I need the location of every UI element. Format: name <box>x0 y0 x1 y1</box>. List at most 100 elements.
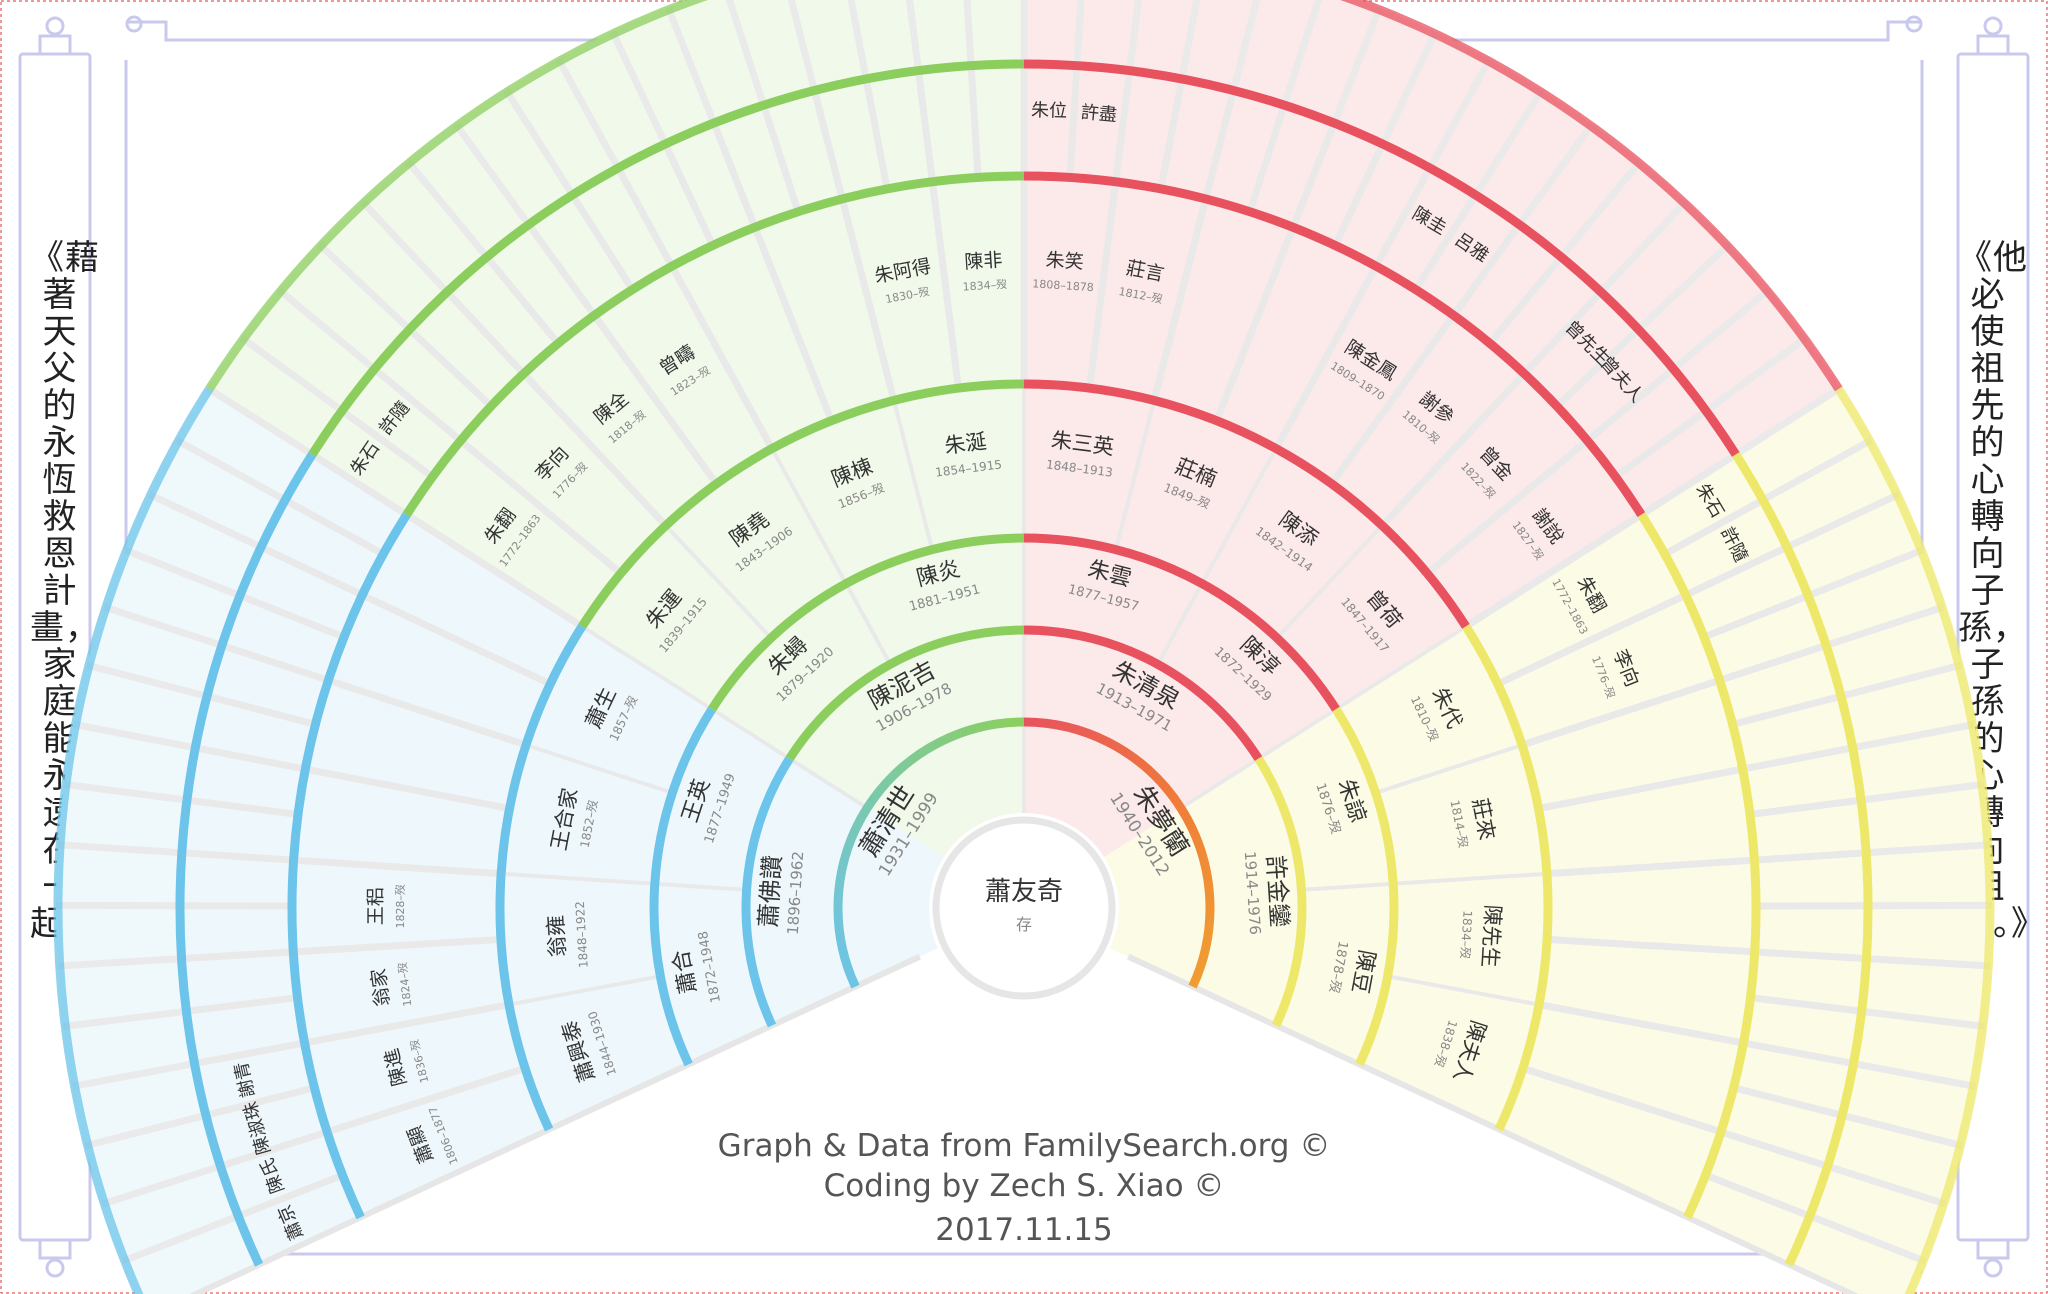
slot-divider <box>257 543 362 598</box>
ancestor-years: 1828–歿 <box>393 884 407 929</box>
slot-divider <box>217 1129 327 1171</box>
ancestor-slot[interactable]: 王稆 1828–歿 <box>365 884 407 929</box>
slot-divider <box>443 288 525 375</box>
slot-divider <box>1465 510 1645 629</box>
slot-divider <box>1086 179 1120 387</box>
lineage-arc <box>1023 379 1470 629</box>
slot-divider <box>1380 30 1439 144</box>
ancestor-name: 朱笑 <box>1045 249 1084 273</box>
ancestor-years: 1896–1962 <box>784 851 807 936</box>
slot-divider <box>1751 796 1864 818</box>
slot-divider <box>338 406 433 479</box>
slot-divider <box>1734 1084 1845 1120</box>
lineage-arc <box>1340 0 1843 392</box>
ancestor-name: 翁家 <box>368 967 394 1007</box>
slot-divider <box>1842 661 1962 700</box>
ancestor-name: 蕭佛讚 <box>754 855 787 929</box>
fan-edge <box>1126 953 1859 1294</box>
ancestor-slot[interactable]: 朱笑 1808–1878 <box>1032 248 1096 294</box>
fan-edge <box>189 953 922 1294</box>
slot-divider <box>235 1172 342 1221</box>
ancestor-name: 王稆 <box>365 887 387 925</box>
slot-divider <box>1721 1129 1831 1171</box>
slot-divider <box>358 591 550 687</box>
slot-divider <box>1413 191 1480 290</box>
slot-divider <box>123 546 240 599</box>
ancestor-slot[interactable]: 翁家 1824–歿 <box>367 961 415 1010</box>
ancestor-slot[interactable]: 許盡 <box>1080 102 1118 126</box>
ancestor-slot[interactable]: 朱位 <box>1031 100 1068 122</box>
ancestor-years: 1834–歿 <box>962 277 1007 294</box>
slot-divider <box>1376 742 1525 795</box>
slot-divider <box>184 796 297 818</box>
slot-divider <box>1672 287 1772 371</box>
slot-divider <box>1498 591 1690 687</box>
slot-divider <box>1073 0 1085 64</box>
slot-divider <box>664 6 717 123</box>
ancestor-years: 1808–1878 <box>1032 277 1094 294</box>
slot-divider <box>1214 224 1298 421</box>
root-name: 蕭友奇 <box>985 877 1063 907</box>
lineage-arc <box>741 756 794 1028</box>
slot-divider <box>1332 140 1387 246</box>
slot-divider <box>524 220 597 316</box>
lineage-arc <box>53 386 214 1294</box>
slot-divider <box>862 76 891 188</box>
slot-divider <box>179 849 292 864</box>
slot-divider <box>456 436 622 575</box>
slot-divider <box>1720 641 1830 683</box>
lineage-arc <box>1023 625 1263 762</box>
slot-divider <box>57 841 181 857</box>
slot-divider <box>555 57 621 168</box>
slot-divider <box>1735 384 1843 457</box>
slot-divider <box>579 623 712 710</box>
slot-divider <box>847 0 870 78</box>
slot-divider <box>905 0 922 70</box>
ancestor-slot[interactable]: 翁雍 1848–1922 <box>543 901 591 971</box>
slot-divider <box>147 490 261 550</box>
slot-divider <box>1853 720 1976 751</box>
slot-divider <box>403 510 583 629</box>
slot-divider <box>652 881 745 892</box>
slot-divider <box>1303 881 1396 892</box>
slot-divider <box>1329 311 1458 485</box>
slot-divider <box>1381 369 1529 527</box>
slot-divider <box>498 871 653 886</box>
slot-divider <box>57 955 180 970</box>
slot-divider <box>316 241 411 331</box>
slot-divider <box>1828 1163 1947 1208</box>
ancestor-name: 翁雍 <box>544 914 570 957</box>
slot-divider <box>1126 0 1143 70</box>
slot-divider <box>614 164 675 267</box>
root-circle[interactable] <box>932 816 1116 1000</box>
slot-divider <box>405 159 489 258</box>
slot-divider <box>1744 744 1856 773</box>
slot-divider <box>891 397 934 549</box>
slot-divider <box>709 119 758 227</box>
slot-divider <box>86 661 206 700</box>
slot-divider <box>786 755 867 809</box>
slot-divider <box>1290 119 1339 227</box>
ancestor-slot[interactable]: 陳非 1834–歿 <box>960 249 1007 294</box>
paternal-lineage-arc <box>833 717 1025 989</box>
slot-divider <box>1867 841 1991 857</box>
slot-divider <box>519 369 667 527</box>
slot-divider <box>324 1065 525 1136</box>
slot-divider <box>1599 199 1689 293</box>
ancestor-years: 1824–歿 <box>395 961 414 1007</box>
slot-divider <box>1706 1172 1813 1221</box>
lineage-arc <box>1462 624 1553 1132</box>
ancestor-name: 陳先生 <box>1477 904 1505 968</box>
slot-divider <box>1555 325 1643 408</box>
slot-divider <box>405 325 493 408</box>
slot-divider <box>174 437 286 503</box>
slot-divider <box>1843 1112 1964 1150</box>
slot-divider <box>609 30 668 144</box>
slot-divider <box>1389 974 1542 1007</box>
slot-divider <box>1473 88 1545 196</box>
credit-date: 2017.11.15 <box>935 1212 1113 1248</box>
credit-author: Coding by Zech S. Xiao © <box>823 1168 1225 1204</box>
